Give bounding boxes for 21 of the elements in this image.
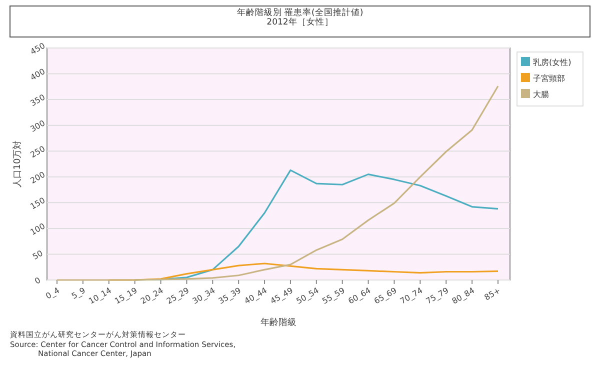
x-tick-label: 85+	[482, 286, 502, 302]
y-tick-label: 50	[31, 248, 44, 262]
x-tick-label: 0_4	[44, 286, 61, 301]
y-tick-label: 150	[28, 196, 47, 212]
line-series	[56, 85, 499, 281]
y-tick-label: 100	[28, 222, 47, 237]
chart-subtitle: 2012年［女性］	[266, 16, 334, 28]
legend-label: 子宮頸部	[533, 74, 565, 83]
y-tick-label: 250	[28, 144, 47, 160]
chart-title: 年齢階級別 罹患率(全国推計値)	[236, 7, 364, 18]
y-tick-label: 0	[33, 276, 42, 286]
x-tick-label: 5_9	[70, 286, 87, 301]
legend-label: 乳房(女性)	[533, 58, 572, 67]
y-tick-label: 350	[28, 92, 47, 108]
y-tick-label: 200	[28, 170, 47, 186]
y-axis-title: 人口10万対	[12, 140, 23, 188]
y-tick-label: 300	[28, 118, 47, 134]
y-tick-label: 450	[28, 41, 47, 57]
y-tick-label: 400	[28, 66, 47, 82]
x-axis-title: 年齢階級	[260, 317, 296, 328]
legend-label: 大腸	[533, 90, 549, 99]
